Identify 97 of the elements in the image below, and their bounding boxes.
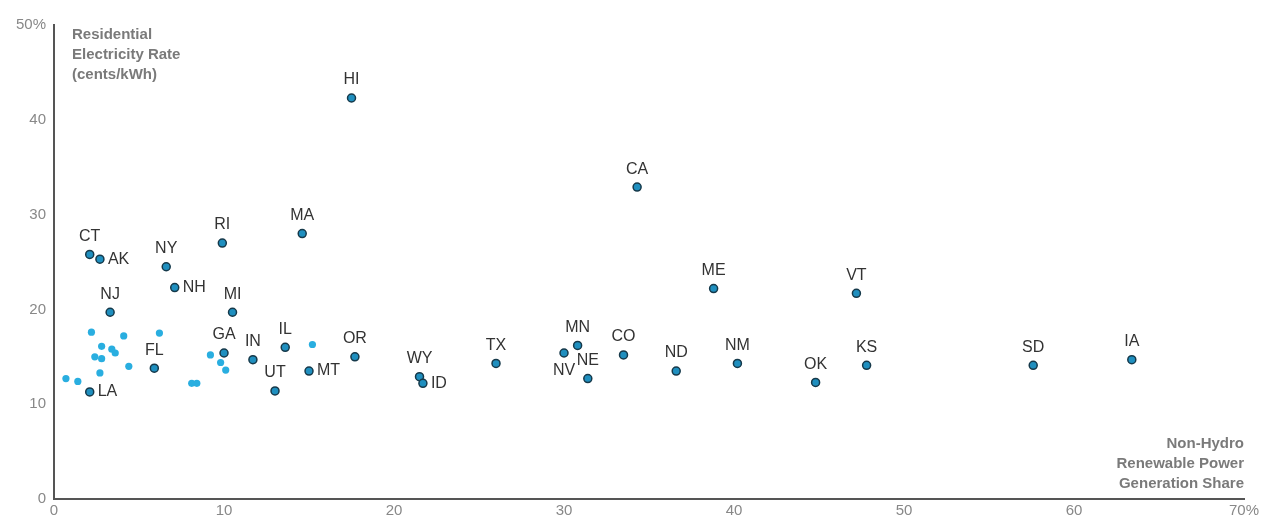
point [120, 332, 128, 340]
point [206, 351, 215, 359]
point [91, 353, 99, 361]
x-tick-label: 0 [49, 501, 59, 519]
x-tick-label: 70% [1228, 501, 1260, 519]
point [169, 282, 180, 293]
point [671, 366, 681, 376]
y-tick-label: 0 [37, 489, 47, 507]
annotation: ND [664, 343, 688, 361]
point [572, 340, 583, 351]
point [304, 366, 314, 376]
y-tick-label: 10 [29, 394, 47, 412]
annotation: FL [144, 340, 164, 358]
annotation: CT [79, 226, 101, 244]
point [297, 228, 307, 239]
point [583, 373, 593, 384]
point [125, 362, 133, 370]
point [248, 354, 258, 365]
y-tick-label: 50% [15, 15, 47, 33]
annotation: HI [343, 70, 360, 88]
annotation: MT [317, 361, 341, 379]
point [74, 377, 82, 386]
point [1028, 360, 1038, 371]
point [62, 375, 70, 383]
annotation: MN [565, 317, 591, 335]
point [217, 238, 228, 248]
annotation: MI [223, 284, 242, 302]
annotation: NV [552, 361, 576, 379]
annotation: KS [855, 337, 878, 355]
x-tick-label: 60 [1065, 501, 1083, 519]
point [270, 386, 280, 396]
annotation: NH [182, 278, 206, 295]
point [418, 378, 428, 389]
point [1127, 354, 1137, 365]
annotation: WY [406, 349, 433, 367]
point [308, 340, 317, 349]
x-tick-label: 20 [385, 501, 403, 519]
annotation: MA [290, 205, 315, 223]
point [95, 254, 105, 264]
annotation: RI [214, 215, 231, 233]
point [105, 307, 115, 317]
annotation: AK [107, 249, 130, 267]
annotation: ID [430, 373, 447, 391]
point [96, 369, 104, 377]
annotation: LA [97, 382, 118, 400]
x-tick-label: 50 [895, 501, 913, 519]
annotation: NE [576, 351, 599, 369]
y-axis-title: Residential Electricity Rate (cents/kWh) [72, 24, 181, 82]
point [350, 352, 360, 362]
annotation: IN [244, 332, 261, 350]
point [193, 379, 201, 387]
point [618, 350, 629, 360]
x-tick-label: 30 [555, 501, 573, 519]
y-tick-label: 40 [29, 109, 47, 127]
annotation: OK [804, 354, 828, 372]
annotation: GA [212, 325, 236, 343]
annotation: IA [1124, 332, 1140, 350]
annotation: NM [724, 335, 750, 353]
point [98, 355, 106, 363]
point [810, 377, 821, 388]
annotation: VT [846, 265, 867, 283]
point [491, 358, 501, 369]
point [346, 93, 357, 103]
x-axis-title: Non-Hydro Renewable Power Generation Share [1116, 433, 1245, 491]
point [732, 358, 743, 369]
point [87, 328, 96, 336]
point [708, 283, 719, 294]
annotation: ME [701, 260, 726, 278]
point [632, 182, 642, 192]
point [161, 261, 171, 272]
annotation: CA [626, 159, 649, 177]
point [217, 358, 225, 367]
point [111, 349, 119, 357]
x-tick-label: 40 [725, 501, 743, 519]
y-tick-label: 20 [29, 299, 47, 317]
point [851, 288, 862, 299]
annotation: TX [485, 335, 507, 353]
point [84, 387, 95, 397]
point [222, 366, 230, 374]
annotation: NY [155, 239, 178, 257]
annotation: NJ [100, 284, 120, 302]
x-tick-label: 10 [215, 501, 233, 519]
point [861, 360, 872, 371]
annotation: CO [611, 327, 636, 345]
point [149, 363, 160, 373]
point [98, 342, 106, 350]
point [559, 348, 569, 358]
annotation: UT [264, 363, 286, 381]
point [280, 342, 290, 353]
point [227, 307, 238, 317]
point [219, 348, 229, 358]
point [84, 249, 95, 260]
y-tick-label: 30 [29, 204, 47, 222]
annotation: OR [342, 329, 367, 347]
annotation: IL [278, 319, 292, 337]
point [155, 329, 164, 337]
annotation: SD [1022, 337, 1045, 355]
